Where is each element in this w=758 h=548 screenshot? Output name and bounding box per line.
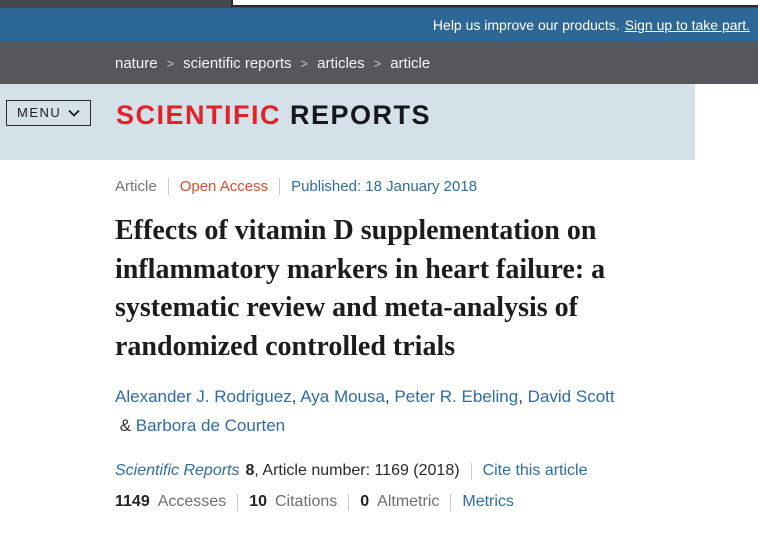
- menu-button-label: MENU: [17, 105, 62, 120]
- divider: [237, 493, 239, 511]
- author-link[interactable]: Aya Mousa: [300, 386, 385, 406]
- metrics-link[interactable]: Metrics: [462, 493, 514, 510]
- article-number-text: , Article number: 1169 (2018): [254, 462, 460, 479]
- article-metrics-line: 1149 Accesses 10 Citations 0 Altmetric M…: [115, 493, 660, 511]
- breadcrumb-separator-icon: >: [300, 55, 309, 71]
- article-title: Effects of vitamin D supplementation on …: [115, 215, 606, 362]
- author-separator: ,: [291, 386, 301, 406]
- article-meta-line: Article Open Access Published: 18 Januar…: [115, 178, 660, 195]
- menu-button[interactable]: MENU: [6, 100, 92, 126]
- breadcrumb: nature > scientific reports > articles >…: [0, 42, 758, 84]
- journal-header: MENU SCIENTIFIC REPORTS: [0, 84, 695, 160]
- author-list: Alexander J. Rodriguez, Aya Mousa, Peter…: [115, 382, 655, 442]
- browser-top-strip: [0, 0, 758, 8]
- author-separator: ,: [384, 386, 395, 406]
- author-link[interactable]: Peter R. Ebeling: [394, 386, 519, 406]
- author-link[interactable]: Alexander J. Rodriguez: [115, 386, 292, 406]
- divider: [348, 493, 350, 511]
- breadcrumb-item-article[interactable]: article: [390, 54, 431, 72]
- divider: [450, 493, 452, 511]
- breadcrumb-separator-icon: >: [166, 55, 175, 71]
- logo-reports: REPORTS: [290, 100, 432, 130]
- article-type-label: Article: [115, 178, 157, 195]
- citations-label: Citations: [274, 493, 338, 510]
- browser-popup-edge: [231, 0, 758, 7]
- logo-scientific: SCIENTIFIC: [116, 100, 282, 130]
- journal-volume: 8: [245, 462, 255, 479]
- journal-citation-line: Scientific Reports 8 , Article number: 1…: [115, 462, 660, 480]
- chevron-down-icon: [68, 105, 80, 120]
- divider: [470, 462, 472, 480]
- accesses-count: 1149: [115, 493, 150, 510]
- divider: [279, 178, 281, 195]
- breadcrumb-item-articles[interactable]: articles: [317, 54, 365, 72]
- divider: [167, 178, 169, 195]
- author-separator: &: [115, 416, 136, 436]
- cite-this-article-link[interactable]: Cite this article: [482, 462, 588, 479]
- signup-link[interactable]: Sign up to take part.: [624, 17, 750, 33]
- accesses-label: Accesses: [157, 493, 227, 510]
- author-link[interactable]: Barbora de Courten: [135, 416, 286, 436]
- citations-count: 10: [249, 493, 267, 510]
- author-separator: ,: [518, 386, 528, 406]
- open-access-label[interactable]: Open Access: [179, 178, 269, 195]
- article-content: Article Open Access Published: 18 Januar…: [115, 160, 660, 511]
- promo-message: Help us improve our products.: [432, 17, 620, 33]
- author-link[interactable]: David Scott: [527, 386, 615, 406]
- breadcrumb-item-scientific-reports[interactable]: scientific reports: [183, 54, 292, 72]
- scientific-reports-logo[interactable]: SCIENTIFIC REPORTS: [116, 100, 431, 131]
- breadcrumb-item-nature[interactable]: nature: [115, 54, 158, 72]
- altmetric-label: Altmetric: [377, 493, 440, 510]
- breadcrumb-separator-icon: >: [373, 55, 382, 71]
- journal-name-link[interactable]: Scientific Reports: [115, 462, 240, 479]
- promo-banner: Help us improve our products. Sign up to…: [0, 8, 758, 42]
- published-date: Published: 18 January 2018: [291, 178, 478, 195]
- altmetric-count: 0: [360, 493, 370, 510]
